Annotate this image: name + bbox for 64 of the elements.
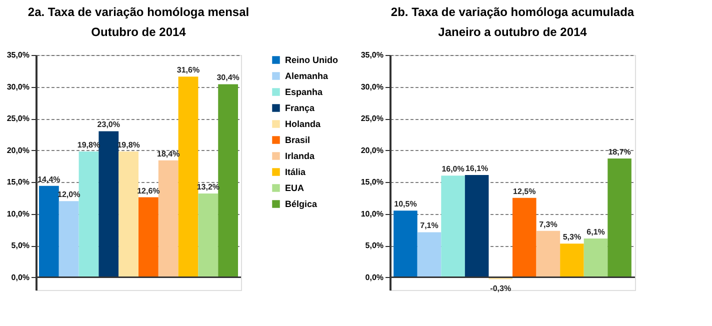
bar (138, 197, 158, 278)
bar (394, 210, 418, 278)
y-tick-label: 0,0% (365, 272, 384, 282)
y-tick-label: 25,0% (360, 114, 384, 124)
data-label: 7,3% (539, 220, 558, 229)
y-tick-label: 10,0% (360, 209, 384, 218)
bar (417, 232, 442, 278)
data-label: 31,6% (176, 66, 200, 75)
bar (158, 160, 178, 278)
legend-label: EUA (285, 183, 304, 193)
data-label: 30,4% (216, 73, 240, 82)
data-label: 5,3% (562, 232, 582, 242)
data-label: 12,5% (513, 186, 536, 196)
data-label: 10,5% (394, 200, 417, 209)
bar (178, 76, 198, 278)
legend-label: Itália (285, 167, 307, 177)
legend-label: França (285, 103, 316, 113)
bar (464, 175, 489, 278)
bar (218, 84, 238, 278)
y-tick-label: 5,0% (11, 241, 30, 250)
bar (536, 230, 560, 278)
chart-subtitle: Outubro de 2014 (91, 25, 186, 39)
data-label: 18,7% (608, 148, 631, 157)
data-label: 23,0% (97, 120, 120, 130)
bar (441, 176, 465, 278)
y-tick-label: 20,0% (360, 146, 384, 155)
bar (118, 152, 138, 278)
legend-label: Reino Unido (285, 55, 338, 65)
y-tick-label: 35,0% (6, 50, 30, 60)
y-tick-label: 5,0% (365, 241, 384, 250)
bar (512, 198, 536, 278)
data-label: 14,4% (38, 174, 60, 184)
y-tick-label: 20,0% (6, 146, 30, 155)
y-tick-label: 0,0% (11, 272, 30, 282)
bar (78, 152, 99, 278)
y-tick-label: 15,0% (360, 178, 384, 187)
data-label: 16,0% (442, 164, 464, 174)
chart-title: 2a. Taxa de variação homóloga mensal (28, 5, 250, 19)
legend-label: Alemanha (285, 71, 330, 81)
y-tick-label: 15,0% (6, 178, 30, 187)
y-tick-label: 25,0% (6, 114, 30, 124)
bar (198, 193, 218, 278)
legend-label: Bélgica (285, 199, 318, 209)
bar (98, 131, 119, 278)
data-label: -0,3% (490, 284, 512, 294)
data-label: 7,1% (420, 221, 438, 230)
bar (58, 201, 79, 278)
bar (560, 244, 584, 278)
bar (608, 158, 632, 278)
data-label: 12,6% (137, 186, 160, 196)
chart-subtitle: Janeiro a outubro de 2014 (438, 25, 588, 39)
y-tick-label: 30,0% (360, 82, 384, 92)
data-label: 16,1% (465, 164, 488, 174)
chart-title: 2b. Taxa de variação homóloga acumulada (390, 5, 634, 19)
legend-label: Brasil (285, 135, 310, 145)
legend-label: Espanha (285, 87, 324, 97)
legend-label: Holanda (285, 119, 322, 129)
legend-label: Irlanda (285, 151, 316, 161)
y-tick-label: 10,0% (6, 209, 30, 218)
bar (38, 186, 59, 278)
bar (584, 238, 608, 278)
y-tick-label: 35,0% (360, 50, 384, 60)
data-label: 6,1% (586, 228, 605, 237)
y-tick-label: 30,0% (6, 82, 30, 92)
